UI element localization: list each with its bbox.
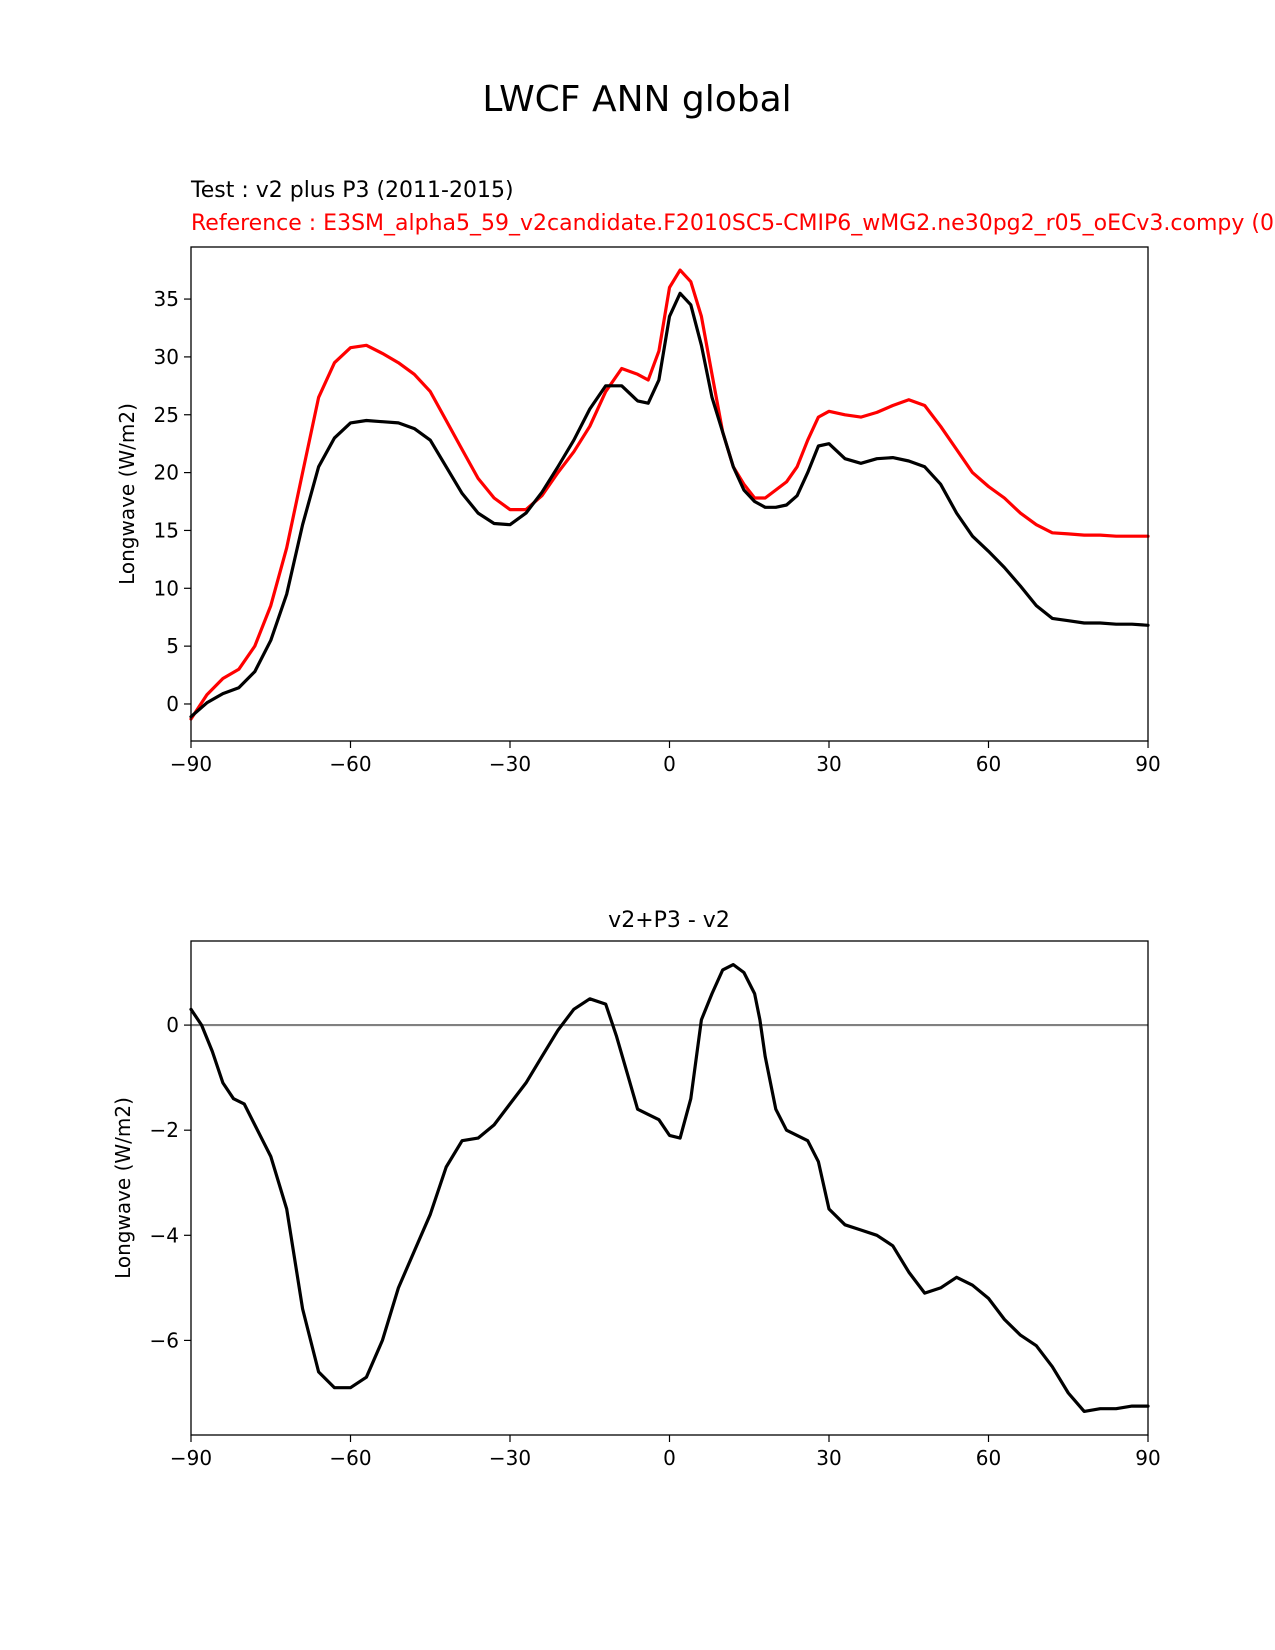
bottom-axes-frame <box>190 940 1149 1436</box>
top-test-line <box>189 291 1150 719</box>
bottom-x-tick-label: −90 <box>170 1446 212 1470</box>
bottom-x-tick-label: 30 <box>816 1446 841 1470</box>
top-x-tick-label: −90 <box>170 752 212 776</box>
bottom-x-tick-label: −30 <box>489 1446 531 1470</box>
top-y-tick-label: 10 <box>154 576 179 600</box>
top-y-tick-label: 15 <box>154 518 179 542</box>
top-plot: Test : v2 plus P3 (2011-2015) Reference … <box>115 178 1275 776</box>
top-y-tick-label: 30 <box>154 345 179 369</box>
top-x-tick-label: 30 <box>816 752 841 776</box>
figure-title: LWCF ANN global <box>482 79 791 120</box>
bottom-y-tick-label: −2 <box>150 1118 179 1142</box>
top-y-axis-label: Longwave (W/m2) <box>115 403 139 585</box>
top-y-tick-label: 20 <box>154 461 179 485</box>
top-x-tick-label: 60 <box>976 752 1001 776</box>
difference-title: v2+P3 - v2 <box>608 908 730 933</box>
bottom-x-tick-label: 60 <box>976 1446 1001 1470</box>
reference-title: Reference : E3SM_alpha5_59_v2candidate.F… <box>191 211 1275 236</box>
bottom-y-tick-label: −4 <box>150 1223 179 1247</box>
top-y-tick-label: 5 <box>166 634 179 658</box>
bottom-y-axis-label: Longwave (W/m2) <box>111 1097 135 1279</box>
top-y-tick-label: 35 <box>154 287 179 311</box>
top-x-tick-label: −60 <box>329 752 371 776</box>
top-axes-frame <box>190 246 1149 742</box>
top-ticks: −90 −60 −30 0 30 60 90 0 5 10 15 20 25 30 35 <box>154 287 1161 776</box>
top-x-tick-label: 90 <box>1135 752 1160 776</box>
top-y-tick-label: 25 <box>154 403 179 427</box>
bottom-difference-line <box>189 962 1150 1414</box>
bottom-x-tick-label: 90 <box>1135 1446 1160 1470</box>
top-x-tick-label: 0 <box>663 752 676 776</box>
bottom-series <box>189 962 1150 1414</box>
top-series <box>189 268 1150 721</box>
top-x-tick-label: −30 <box>489 752 531 776</box>
bottom-x-tick-label: −60 <box>329 1446 371 1470</box>
bottom-plot: v2+P3 - v2 −90 −60 −30 0 30 60 90 −6 −4 −2 0 Longw… <box>111 908 1161 1470</box>
top-y-tick-label: 0 <box>166 692 179 716</box>
bottom-x-tick-label: 0 <box>663 1446 676 1470</box>
top-reference-line <box>189 268 1150 721</box>
bottom-y-tick-label: −6 <box>150 1328 179 1352</box>
test-title: Test : v2 plus P3 (2011-2015) <box>190 178 514 203</box>
bottom-y-tick-label: 0 <box>166 1013 179 1037</box>
bottom-ticks: −90 −60 −30 0 30 60 90 −6 −4 −2 0 <box>150 1013 1161 1470</box>
